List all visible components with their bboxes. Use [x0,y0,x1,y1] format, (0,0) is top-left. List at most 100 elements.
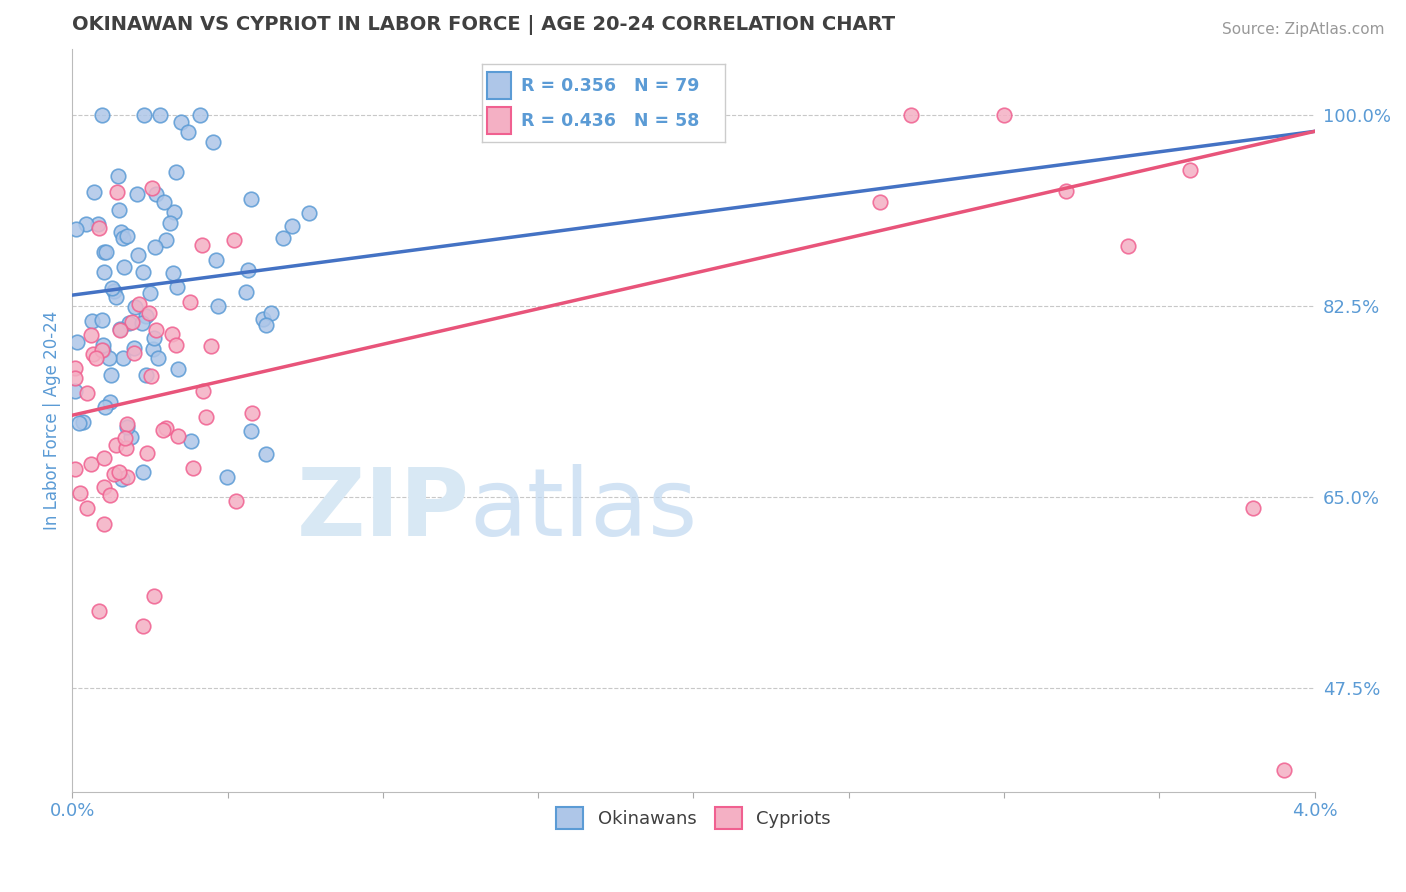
Point [104,290,127,304]
Point [76,385,98,400]
Point [235,285,257,300]
Point [993,108,1015,122]
Point [115,419,138,434]
Point [135,310,157,324]
Point [132,108,155,122]
Point [93,450,115,465]
Point [93,245,115,260]
Point [132,619,155,633]
Point [111,231,134,245]
Point [112,260,135,274]
Point [200,339,222,353]
Point [142,589,165,603]
Point [67,416,90,430]
Point [135,446,157,460]
Point [121,315,143,329]
Text: OKINAWAN VS CYPRIOT IN LABOR FORCE | AGE 20-24 CORRELATION CHART: OKINAWAN VS CYPRIOT IN LABOR FORCE | AGE… [72,15,896,35]
Point [98,395,121,409]
Point [202,135,225,149]
Point [194,410,217,425]
Point [91,108,114,122]
Point [1272,763,1295,777]
Point [84,351,107,365]
Point [170,115,193,129]
Point [1180,162,1202,177]
Point [260,306,283,320]
Text: Source: ZipAtlas.com: Source: ZipAtlas.com [1222,22,1385,37]
Point [131,317,153,331]
Point [115,441,138,455]
Point [65,384,87,398]
Point [117,470,139,484]
Point [124,341,146,355]
Point [1054,185,1077,199]
Point [110,225,132,239]
Point [120,430,142,444]
Point [155,233,177,247]
Point [167,362,190,376]
Point [166,280,188,294]
Point [298,206,321,220]
Point [141,181,163,195]
Point [80,314,103,328]
Text: ZIP: ZIP [297,464,470,556]
Point [108,203,131,218]
Point [91,343,114,358]
Point [900,108,922,122]
Point [139,285,162,300]
Text: atlas: atlas [470,464,697,556]
Point [108,322,131,336]
Point [215,470,238,484]
Point [191,384,214,399]
Point [236,262,259,277]
Point [153,194,176,209]
Point [87,220,110,235]
Point [107,169,129,183]
Point [165,337,187,351]
Point [100,368,122,383]
Point [97,351,120,365]
Point [93,480,115,494]
Point [143,331,166,345]
Point [110,472,132,486]
Point [254,318,277,332]
Point [103,467,125,481]
Point [66,334,89,349]
Point [83,186,105,200]
Point [207,299,229,313]
Point [145,186,167,201]
Point [143,239,166,253]
Point [139,368,162,383]
Point [180,434,202,448]
Point [65,221,87,235]
Point [281,219,304,233]
Point [93,265,115,279]
Point [149,108,172,122]
Point [254,447,277,461]
Point [79,328,101,343]
Point [132,465,155,479]
Point [869,195,891,210]
Point [179,295,201,310]
Point [152,424,174,438]
Point [76,501,98,516]
Point [69,486,91,500]
Point [132,265,155,279]
Point [115,229,138,244]
Point [188,108,211,122]
Point [65,371,87,385]
Point [191,238,214,252]
Point [65,462,87,476]
Point [75,217,97,231]
Point [162,204,184,219]
Point [1116,239,1139,253]
Point [1241,501,1264,516]
Point [128,297,150,311]
Point [142,342,165,356]
Point [205,252,228,267]
Point [155,421,177,435]
Point [252,312,274,326]
Point [177,125,200,139]
Point [90,343,112,358]
Legend: Okinawans, Cypriots: Okinawans, Cypriots [548,800,838,837]
